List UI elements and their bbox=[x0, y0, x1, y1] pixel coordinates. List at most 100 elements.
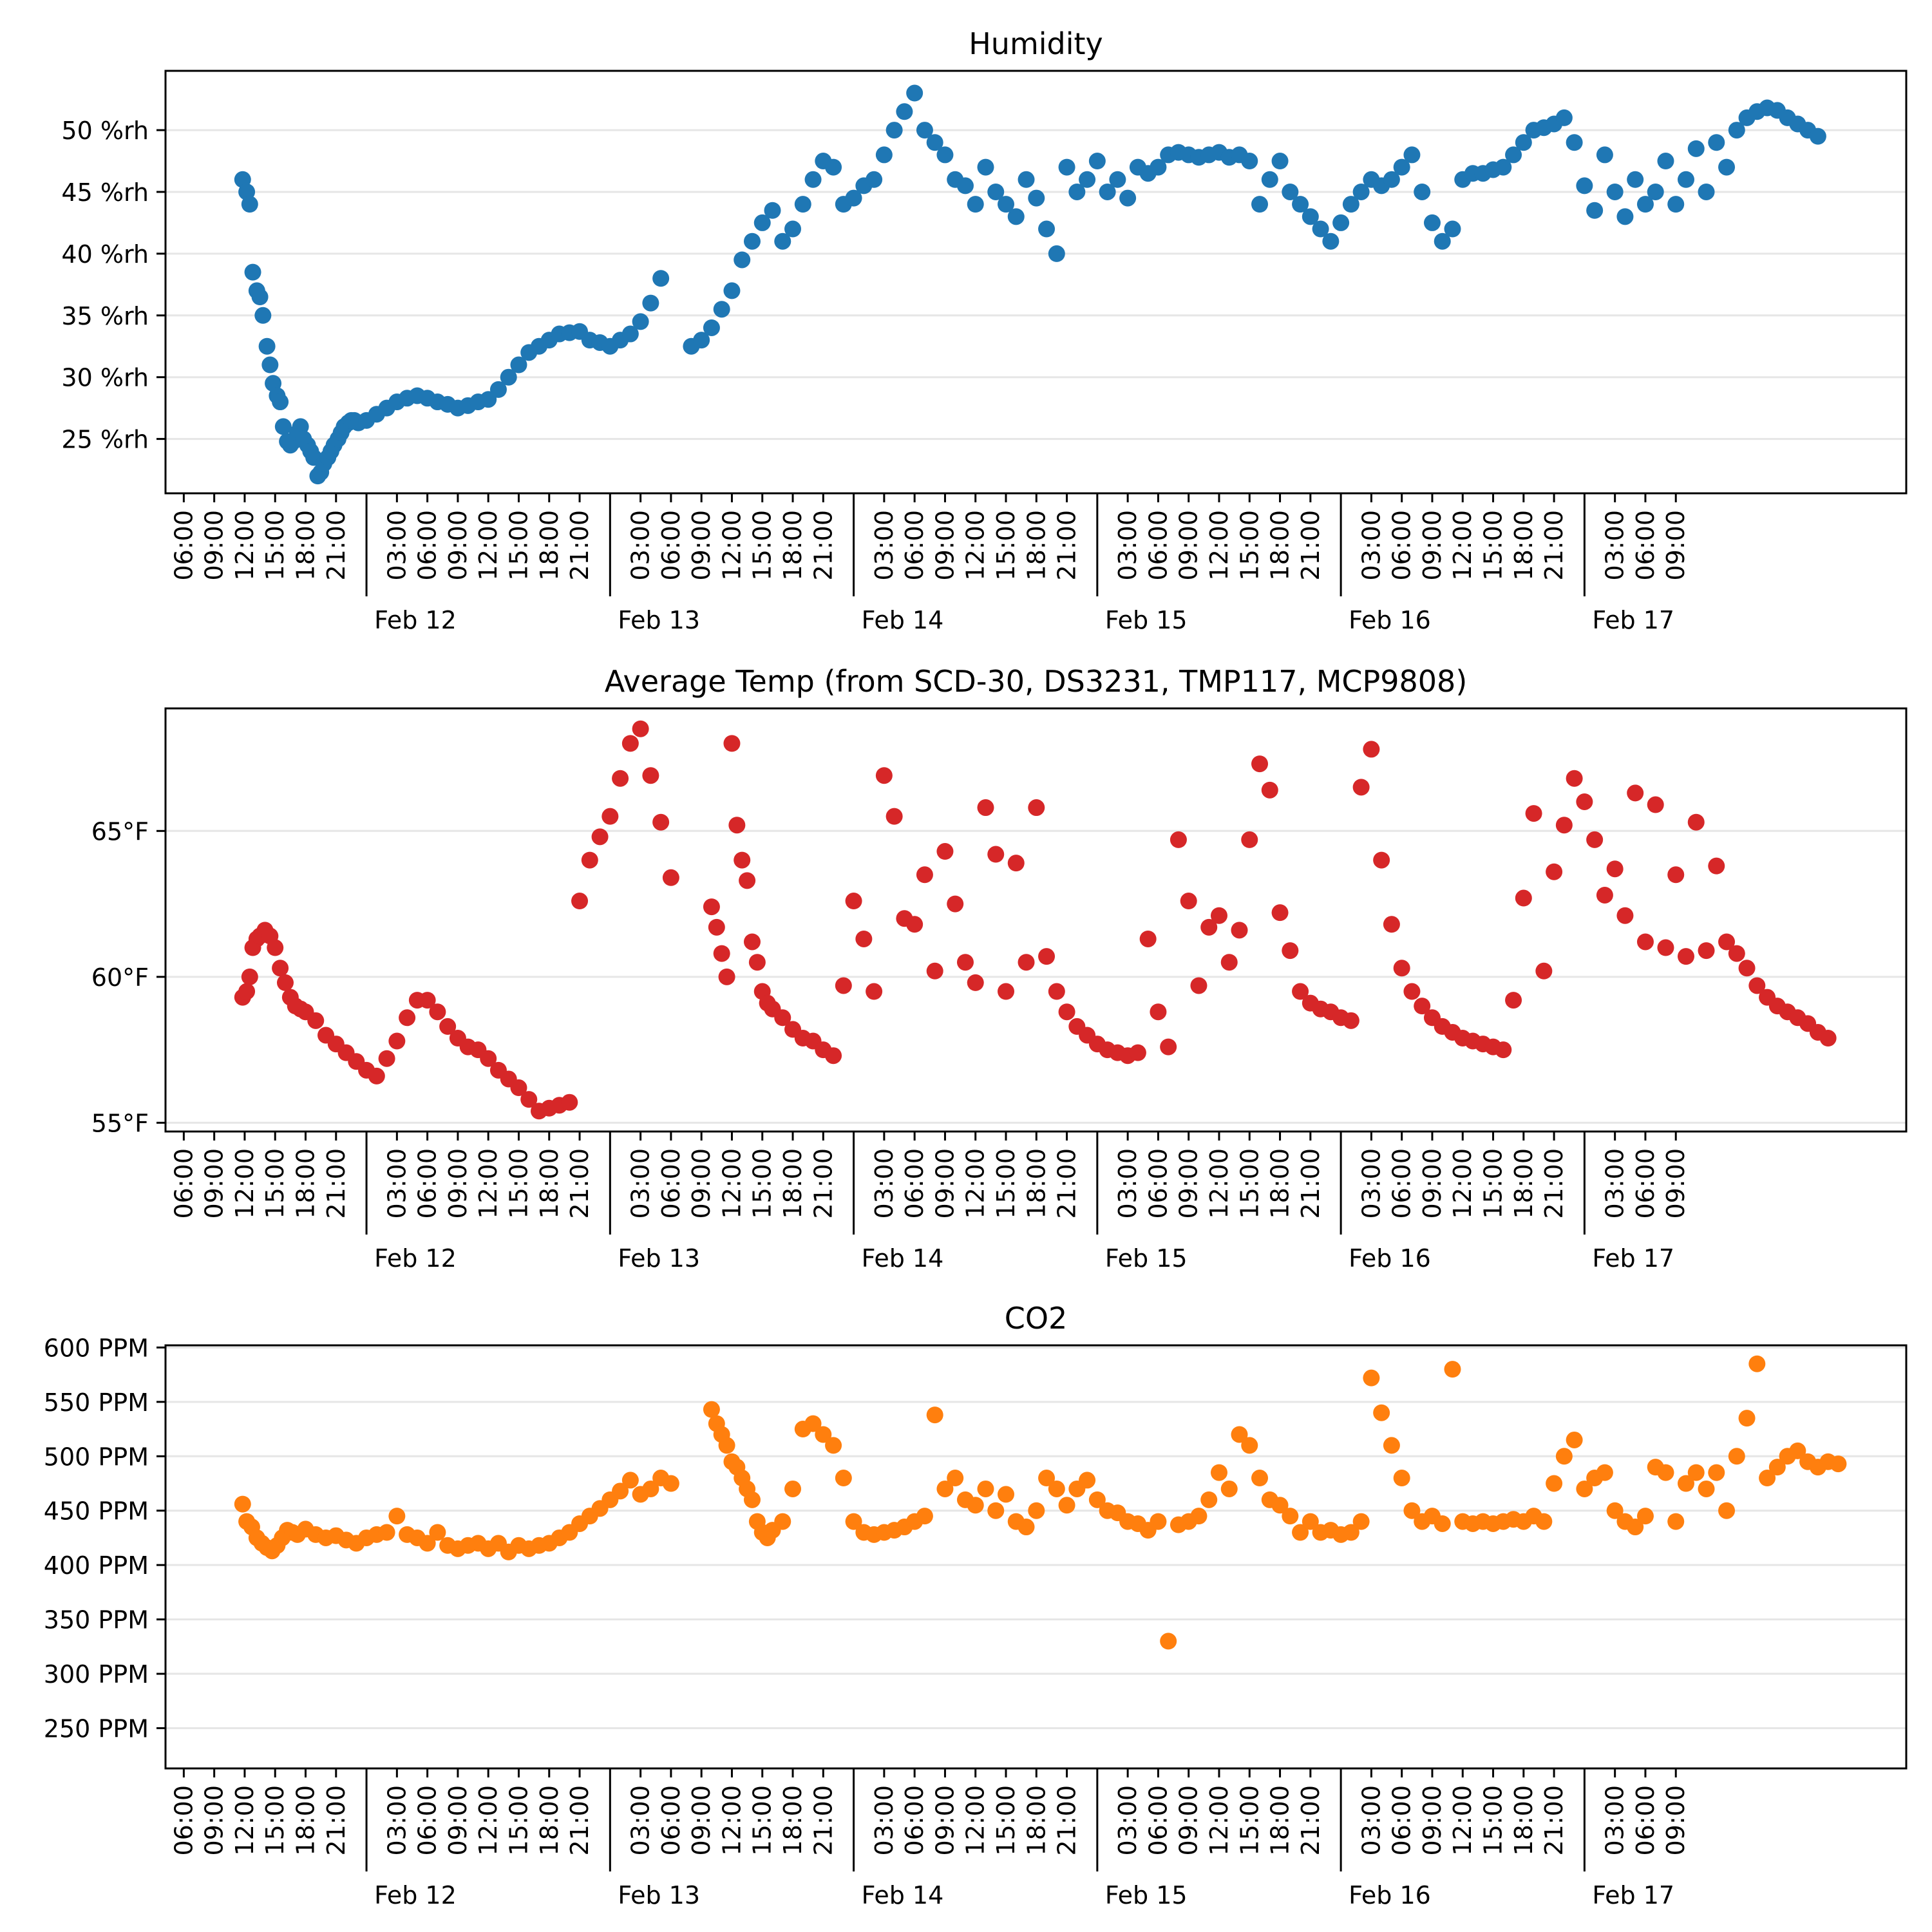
humidity-data-point bbox=[1718, 158, 1736, 176]
co2-day-label: Feb 15 bbox=[1105, 1881, 1188, 1909]
co2-data-point bbox=[936, 1480, 954, 1497]
humidity-data-point bbox=[1302, 208, 1319, 225]
temperature-data-point bbox=[739, 872, 756, 889]
temperature-data-point bbox=[1566, 770, 1583, 787]
co2-data-point bbox=[825, 1437, 842, 1454]
humidity-data-point bbox=[1119, 189, 1137, 207]
temperature-x-tick-label: 12:00 bbox=[231, 1148, 259, 1219]
temperature-data-point bbox=[1515, 889, 1532, 907]
temperature-x-tick-label: 09:00 bbox=[687, 1148, 715, 1219]
temperature-data-point bbox=[662, 869, 679, 886]
temperature-y-tick-label: 55°F bbox=[91, 1109, 149, 1137]
humidity-data-point bbox=[906, 84, 923, 102]
temperature-data-point bbox=[581, 851, 598, 869]
temperature-data-point bbox=[825, 1047, 842, 1065]
humidity-x-tick-label: 12:00 bbox=[474, 510, 502, 581]
temperature-data-point bbox=[926, 962, 943, 980]
humidity-data-point bbox=[1434, 232, 1451, 250]
humidity-data-point bbox=[1698, 183, 1715, 200]
co2-data-point bbox=[718, 1437, 735, 1454]
humidity-data-point bbox=[926, 134, 943, 151]
temperature-data-point bbox=[1282, 942, 1299, 960]
temperature-data-point bbox=[1393, 960, 1410, 977]
humidity-data-point bbox=[784, 220, 802, 238]
co2-x-tick-label: 12:00 bbox=[717, 1785, 746, 1856]
humidity-data-point bbox=[723, 282, 741, 299]
temperature-data-point bbox=[1373, 851, 1390, 869]
humidity-data-point bbox=[1423, 214, 1441, 231]
temperature-data-point bbox=[1657, 939, 1674, 956]
co2-x-tick-label: 12:00 bbox=[1205, 1785, 1233, 1856]
humidity-data-point bbox=[1403, 146, 1421, 164]
temperature-data-point bbox=[1383, 916, 1400, 933]
temperature-x-tick-label: 21:00 bbox=[322, 1148, 350, 1219]
humidity-x-tick-label: 06:00 bbox=[900, 510, 929, 581]
co2-data-point bbox=[1373, 1404, 1390, 1421]
temperature-data-point bbox=[561, 1094, 578, 1111]
temperature-x-tick-label: 21:00 bbox=[1540, 1148, 1568, 1219]
co2-x-tick-label: 15:00 bbox=[261, 1785, 289, 1856]
co2-x-tick-label: 09:00 bbox=[687, 1785, 715, 1856]
temperature-data-point bbox=[276, 974, 294, 991]
temperature-data-point bbox=[1586, 831, 1604, 848]
co2-chart-title: CO2 bbox=[1005, 1301, 1068, 1336]
temperature-data-point bbox=[1150, 1003, 1167, 1021]
temperature-data-point bbox=[241, 968, 258, 985]
temperature-x-tick-label: 15:00 bbox=[1235, 1148, 1264, 1219]
temperature-data-point bbox=[1170, 831, 1187, 848]
humidity-data-point bbox=[1636, 196, 1654, 213]
co2-data-point bbox=[1546, 1475, 1563, 1492]
temperature-x-tick-label: 06:00 bbox=[1144, 1148, 1172, 1219]
co2-data-point bbox=[1606, 1502, 1624, 1519]
co2-data-point bbox=[1677, 1475, 1694, 1492]
co2-x-tick-label: 21:00 bbox=[1540, 1785, 1568, 1856]
humidity-data-point bbox=[916, 122, 933, 139]
co2-data-point bbox=[1636, 1508, 1654, 1525]
humidity-data-point bbox=[825, 158, 842, 176]
temperature-data-point bbox=[1200, 918, 1218, 936]
humidity-data-point bbox=[254, 307, 272, 324]
co2-data-point bbox=[926, 1406, 943, 1424]
co2-x-tick-label: 03:00 bbox=[1113, 1785, 1142, 1856]
temperature-data-point bbox=[1636, 933, 1654, 951]
co2-data-point bbox=[1667, 1513, 1685, 1530]
co2-data-point bbox=[1088, 1491, 1106, 1508]
co2-day-label: Feb 12 bbox=[374, 1881, 457, 1909]
co2-data-point bbox=[234, 1495, 251, 1513]
humidity-data-point bbox=[896, 103, 913, 120]
humidity-data-point bbox=[875, 146, 893, 164]
temperature-x-tick-label: 15:00 bbox=[504, 1148, 533, 1219]
co2-y-tick-label: 350 PPM bbox=[44, 1606, 149, 1634]
co2-data-point bbox=[977, 1480, 994, 1497]
humidity-data-point bbox=[764, 202, 781, 219]
co2-data-point bbox=[1698, 1480, 1715, 1497]
temperature-series bbox=[234, 720, 1837, 1120]
co2-x-tick-label: 18:00 bbox=[1510, 1785, 1538, 1856]
humidity-x-tick-label: 12:00 bbox=[961, 510, 990, 581]
co2-panel: CO2 250 PPM 300 PPM 350 PPM 400 PPM 450 PPM 50… bbox=[44, 1301, 1908, 1909]
co2-y-tick-label: 400 PPM bbox=[44, 1551, 149, 1580]
co2-data-point bbox=[419, 1535, 436, 1552]
humidity-data-point bbox=[1576, 177, 1593, 194]
temperature-data-point bbox=[1271, 904, 1289, 922]
temperature-data-point bbox=[1251, 755, 1269, 773]
temperature-x-tick-label: 12:00 bbox=[1205, 1148, 1233, 1219]
co2-data-point bbox=[1627, 1519, 1644, 1536]
humidity-data-point bbox=[1586, 202, 1604, 219]
temperature-data-point bbox=[1718, 933, 1736, 951]
temperature-x-tick-label: 15:00 bbox=[261, 1148, 289, 1219]
temperature-x-tick-label: 18:00 bbox=[1022, 1148, 1050, 1219]
temperature-data-point bbox=[267, 939, 284, 956]
humidity-data-point bbox=[1809, 128, 1826, 145]
temperature-x-tick-label: 09:00 bbox=[1175, 1148, 1203, 1219]
temperature-data-point bbox=[1414, 998, 1431, 1015]
humidity-data-point bbox=[1647, 183, 1664, 200]
co2-data-point bbox=[1789, 1442, 1806, 1459]
humidity-data-point bbox=[500, 368, 517, 386]
temperature-x-tick-label: 12:00 bbox=[717, 1148, 746, 1219]
co2-data-point bbox=[815, 1426, 832, 1443]
temperature-data-point bbox=[1647, 796, 1664, 813]
humidity-data-point bbox=[1505, 146, 1522, 164]
co2-x-tick-label: 03:00 bbox=[870, 1785, 898, 1856]
temperature-data-point bbox=[1555, 817, 1573, 834]
